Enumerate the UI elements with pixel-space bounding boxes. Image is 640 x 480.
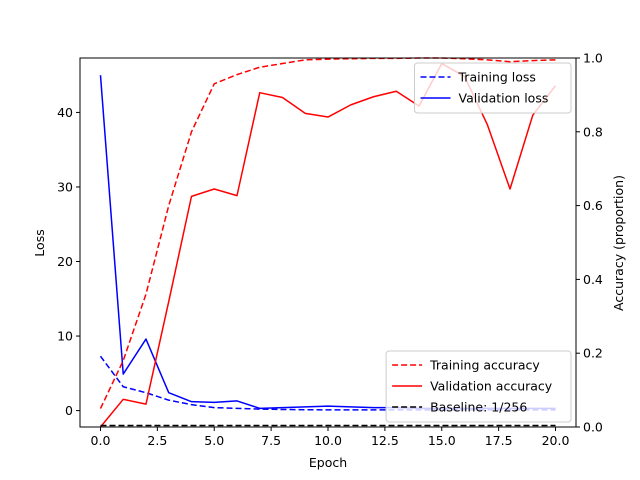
y-left-tick-label: 10: [57, 329, 73, 344]
legend-label: Training loss: [458, 70, 536, 85]
y-right-tick-label: 0.4: [583, 272, 603, 287]
x-tick-label: 12.5: [371, 433, 399, 448]
y-right-tick-label: 1.0: [583, 51, 603, 66]
x-tick-label: 0.0: [91, 433, 111, 448]
legend-label: Validation accuracy: [430, 379, 553, 394]
y-axis-right-label: Accuracy (proportion): [611, 175, 626, 311]
x-tick-label: 20.0: [542, 433, 570, 448]
x-tick-label: 2.5: [147, 433, 167, 448]
y-right-tick-label: 0.0: [583, 420, 603, 435]
x-axis-label: Epoch: [309, 455, 347, 470]
legend-label: Validation loss: [459, 91, 549, 106]
x-tick-label: 5.0: [204, 433, 224, 448]
legend-accuracy: Training accuracy Validation accuracy Base…: [385, 350, 572, 423]
y-left-tick-label: 40: [57, 105, 73, 120]
x-tick-label: 15.0: [428, 433, 456, 448]
legend-label: Training accuracy: [429, 358, 540, 373]
x-tick-label: 7.5: [261, 433, 281, 448]
y-left-tick-label: 30: [57, 179, 73, 194]
legend-loss: Training loss Validation loss: [414, 62, 572, 114]
x-tick-label: 17.5: [485, 433, 513, 448]
y-right-tick-label: 0.2: [583, 346, 603, 361]
y-left-tick-label: 20: [57, 254, 73, 269]
legend-box: [385, 350, 572, 423]
y-axis-right: 0.0 0.2 0.4 0.6 0.8 1.0: [576, 51, 603, 435]
x-tick-label: 10.0: [314, 433, 342, 448]
y-axis-left: 0 10 20 30 40: [57, 105, 80, 418]
y-axis-left-label: Loss: [32, 229, 47, 256]
y-right-tick-label: 0.6: [583, 198, 603, 213]
legend-label: Baseline: 1/256: [430, 400, 527, 415]
y-right-tick-label: 0.8: [583, 124, 603, 139]
legend-box: [414, 62, 572, 114]
x-axis: 0.0 2.5 5.0 7.5 10.0 12.5 15.0 17.5 20.0: [91, 427, 570, 448]
series-line-training-accuracy: [99, 57, 556, 409]
y-left-tick-label: 0: [65, 403, 73, 418]
